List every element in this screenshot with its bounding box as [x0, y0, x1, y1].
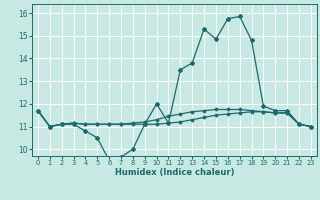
X-axis label: Humidex (Indice chaleur): Humidex (Indice chaleur)	[115, 168, 234, 177]
